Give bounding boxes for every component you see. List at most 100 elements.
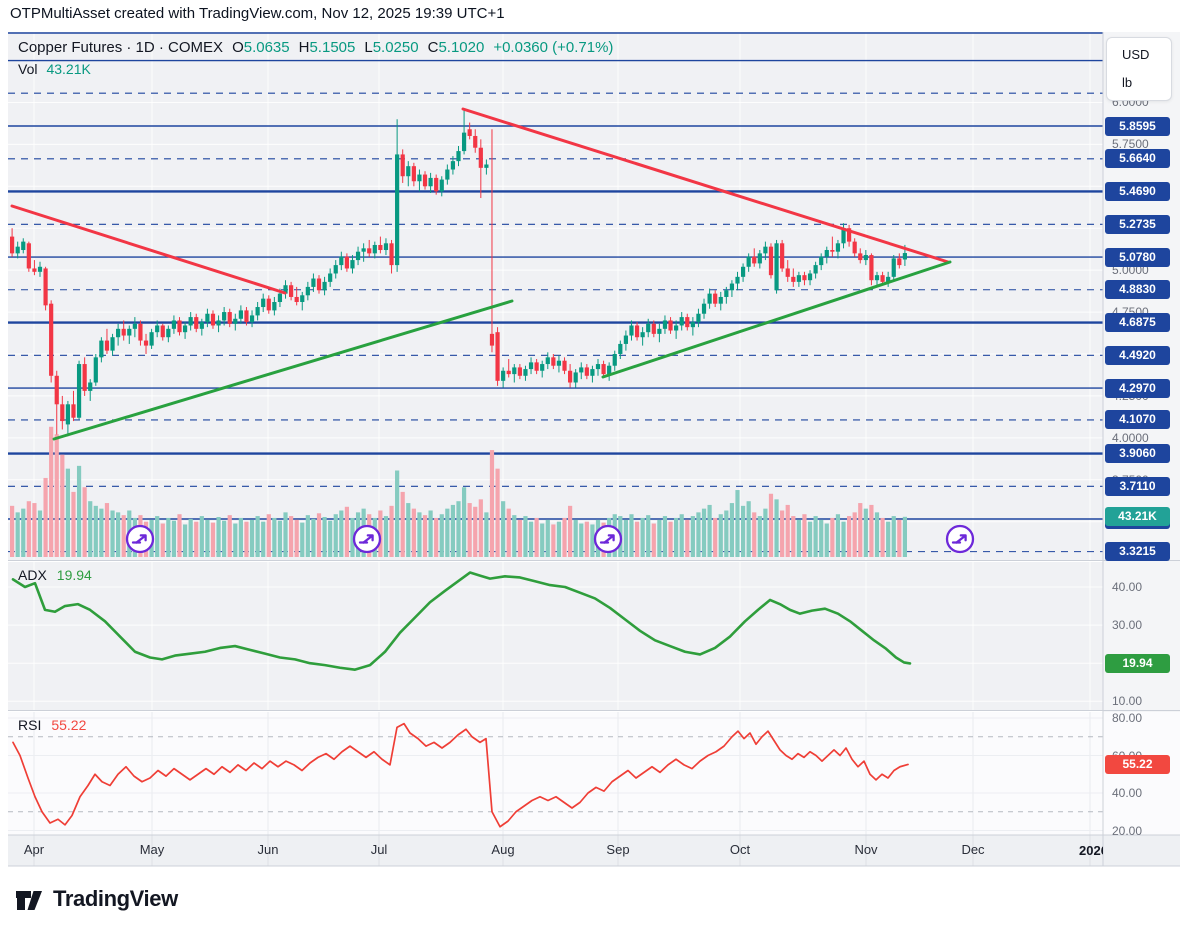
candle-body [545, 357, 550, 365]
volume-bar [824, 523, 829, 557]
candle-body [461, 132, 467, 152]
candle-body [311, 278, 316, 287]
candle-body [897, 258, 902, 266]
candle-body [774, 243, 779, 291]
tradingview-logo[interactable]: TradingView [14, 884, 178, 914]
candle-body [701, 303, 707, 314]
candle-body [791, 276, 796, 282]
unit-measure[interactable]: lb [1122, 75, 1133, 90]
candle-body [662, 320, 668, 329]
rollover-icon[interactable] [945, 524, 975, 554]
candle-body [886, 276, 891, 282]
price-scale-unit-box[interactable]: USD lb [1106, 37, 1172, 101]
volume-bar [467, 503, 472, 557]
candle-body [763, 246, 768, 254]
volume-label[interactable]: Vol [18, 61, 38, 77]
candle-body [891, 258, 896, 277]
volume-bar [411, 508, 416, 557]
candle-body [121, 328, 126, 336]
candle-body [467, 129, 472, 136]
trendline-right-descending-resistance [461, 107, 950, 264]
candle-body [824, 250, 829, 257]
candle-body [735, 276, 740, 284]
volume-bar [724, 510, 729, 557]
volume-bar [556, 521, 562, 557]
volume-bar [512, 515, 517, 557]
candle-body [266, 298, 271, 311]
candle-body [802, 275, 807, 281]
candle-body [43, 268, 48, 306]
rsi-label[interactable]: RSI [18, 717, 42, 733]
volume-bar [668, 521, 673, 557]
volume-bar [489, 450, 495, 557]
candle-body [210, 313, 216, 326]
volume-bar [261, 521, 266, 557]
candle-body [60, 404, 65, 422]
candle-body [411, 166, 416, 182]
adx-label[interactable]: ADX [18, 567, 47, 583]
candle-body [674, 325, 679, 331]
volume-bar [657, 519, 662, 557]
candle-body [283, 285, 288, 294]
rsi-value: 55.22 [51, 717, 87, 733]
candle-body [713, 293, 718, 304]
volume-bar [858, 503, 863, 557]
legend-open: O5.0635 [232, 39, 290, 56]
candle-body [244, 310, 249, 323]
candle-body [82, 364, 87, 391]
volume-bar [233, 523, 238, 557]
candle-body [10, 236, 15, 254]
volume-bar [93, 505, 98, 557]
candle-body [473, 135, 478, 148]
candle-body [785, 268, 790, 277]
rollover-icon[interactable] [593, 524, 623, 554]
volume-bar [780, 510, 785, 557]
time-axis-bg [8, 835, 1180, 866]
volume-bar [461, 487, 467, 557]
candle-body [612, 353, 617, 366]
volume-bar [685, 519, 690, 557]
volume-bar [104, 503, 110, 557]
candle-body [847, 228, 852, 242]
volume-bar [322, 517, 327, 557]
tradingview-logo-icon [16, 891, 42, 910]
candle-body [93, 357, 98, 383]
rollover-icon[interactable] [352, 524, 382, 554]
volume-bar [902, 516, 907, 557]
candle-body [657, 328, 662, 334]
volume-bar [869, 504, 874, 557]
volume-bar [473, 506, 478, 557]
volume-bar [713, 517, 718, 557]
candle-body [556, 360, 562, 366]
candle-body [272, 302, 277, 311]
candle-body [579, 367, 584, 373]
candle-body [640, 332, 645, 338]
volume-bar [835, 514, 841, 557]
volume-bar [690, 516, 695, 557]
volume-bar [311, 518, 316, 557]
candle-body [65, 404, 70, 425]
candle-body [618, 343, 623, 354]
candle-body [32, 268, 37, 272]
volume-bar [283, 512, 288, 557]
volume-bar [43, 477, 48, 557]
volume-bar [763, 508, 768, 557]
candle-body [607, 365, 612, 375]
candle-body [339, 256, 344, 266]
candle-body [344, 256, 349, 269]
volume-legend: Vol 43.21K [18, 61, 91, 77]
unit-currency[interactable]: USD [1122, 47, 1150, 62]
volume-bar [456, 501, 461, 557]
volume-bar [573, 519, 578, 557]
watermark-title: OTPMultiAsset created with TradingView.c… [10, 5, 505, 22]
volume-bar [400, 491, 405, 557]
volume-bar [406, 503, 411, 557]
candle-body [623, 335, 628, 344]
candle-body [690, 322, 695, 328]
volume-bar [82, 487, 87, 557]
candle-body [249, 315, 255, 323]
rollover-icon[interactable] [125, 524, 155, 554]
volume-bar [15, 512, 20, 557]
candle-body [874, 275, 880, 281]
legend-symbol-title[interactable]: Copper Futures · 1D · COMEX [18, 39, 224, 56]
